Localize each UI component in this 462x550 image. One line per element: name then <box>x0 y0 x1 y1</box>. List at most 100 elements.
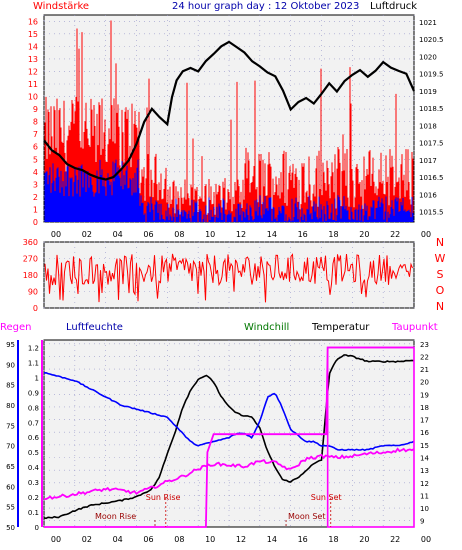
legend-temperatur: Temperatur <box>311 322 370 333</box>
temp-tick: 18 <box>420 404 429 412</box>
temp-tick: 17 <box>420 417 429 425</box>
windstaerke-tick: 11 <box>28 80 38 89</box>
rain-tick: 0.9 <box>28 389 39 397</box>
humidity-tick: 70 <box>6 443 15 451</box>
luftdruck-tick: 1021 <box>419 19 437 27</box>
winddir-tick: 180 <box>23 271 38 280</box>
windstaerke-tick: 4 <box>33 168 38 177</box>
panel1-x-tick: 22 <box>390 230 400 239</box>
humidity-tick: 95 <box>6 341 15 349</box>
panel3-x-tick: 00 <box>51 535 61 544</box>
sun-set-label: Sun Set <box>311 493 342 502</box>
temp-tick: 14 <box>420 455 429 463</box>
winddir-letter: N <box>436 236 444 249</box>
temp-tick: 23 <box>420 341 429 349</box>
temp-tick: 16 <box>420 429 429 437</box>
luftdruck-tick: 1016 <box>419 191 437 199</box>
luftdruck-tick: 1020.5 <box>419 36 444 44</box>
windstaerke-tick: 5 <box>33 155 38 164</box>
humidity-tick: 65 <box>6 463 15 471</box>
panel3-x-tick: 12 <box>236 535 246 544</box>
panel1-x-tick: 00 <box>51 230 61 239</box>
winddir-letter: O <box>436 284 445 297</box>
panel3-x-tick: 02 <box>82 535 92 544</box>
panel1-x-tick: 04 <box>113 230 123 239</box>
winddir-line <box>44 253 413 303</box>
panel3-x-tick: 14 <box>267 535 277 544</box>
panel1-x-tick: 06 <box>143 230 153 239</box>
panel1-x-tick: 10 <box>205 230 215 239</box>
winddir-tick: 0 <box>33 304 38 313</box>
rain-tick: 0.3 <box>28 479 39 487</box>
luftdruck-tick: 1016.5 <box>419 174 444 182</box>
luftdruck-line <box>43 40 416 181</box>
panel3-x-tick: 08 <box>174 535 184 544</box>
winddir-tick: 90 <box>28 288 38 297</box>
windstaerke-tick: 8 <box>33 118 38 127</box>
windstaerke-tick: 6 <box>33 143 38 152</box>
panel3-x-tick: 22 <box>390 535 400 544</box>
legend-windchill: Windchill <box>244 322 289 333</box>
header-title: 24 hour graph day : 12 Oktober 2023 <box>172 1 359 12</box>
temp-tick: 11 <box>420 492 429 500</box>
rain-tick: 0 <box>35 524 39 532</box>
humidity-tick: 60 <box>6 483 15 491</box>
panel1-x-tick: 16 <box>298 230 308 239</box>
winddir-letter: S <box>437 268 444 281</box>
windstaerke-tick: 10 <box>28 93 38 102</box>
windstaerke-tick: 14 <box>28 42 38 51</box>
humidity-tick: 90 <box>6 361 15 369</box>
winddir-letter: W <box>435 252 446 265</box>
panel1-x-tick: 18 <box>328 230 338 239</box>
luftdruck-tick: 1018 <box>419 122 437 130</box>
windstaerke-tick: 3 <box>33 180 38 189</box>
windstaerke-tick: 15 <box>28 30 38 39</box>
windstaerke-tick: 13 <box>28 55 38 64</box>
temp-tick: 10 <box>420 505 429 513</box>
windstaerke-tick: 9 <box>33 105 38 114</box>
luftfeuchte-line <box>43 371 415 452</box>
temperatur-line <box>43 354 415 520</box>
legend-taupunkt: Taupunkt <box>391 322 438 333</box>
regen-box <box>326 346 415 528</box>
sun-rise-label: Sun Rise <box>146 493 181 502</box>
luftdruck-tick: 1017 <box>419 157 437 165</box>
taupunkt-line <box>43 447 415 501</box>
panel3-x-tick: 04 <box>113 535 123 544</box>
rain-tick: 0.7 <box>28 419 39 427</box>
temp-tick: 15 <box>420 442 429 450</box>
humidity-tick: 50 <box>6 524 15 532</box>
rain-tick: 0.5 <box>28 449 39 457</box>
wind-avg-bars <box>44 159 414 222</box>
rain-tick: 0.4 <box>28 464 40 472</box>
rain-tick: 1.2 <box>28 344 39 352</box>
header-windstaerke: Windstärke <box>33 1 89 12</box>
panel1-x-tick: 14 <box>267 230 277 239</box>
panel1-x-tick: 08 <box>174 230 184 239</box>
panel1-x-tick: 02 <box>82 230 92 239</box>
panel1-x-tick: 00 <box>421 230 431 239</box>
humidity-tick: 80 <box>6 402 15 410</box>
humidity-tick: 75 <box>6 422 15 430</box>
windstaerke-tick: 2 <box>33 193 38 202</box>
panel3-x-tick: 06 <box>143 535 153 544</box>
luftdruck-tick: 1015.5 <box>419 209 444 217</box>
windstaerke-tick: 7 <box>33 130 38 139</box>
moon-set-label: Moon Set <box>288 512 325 521</box>
panel1-x-tick: 20 <box>359 230 369 239</box>
windstaerke-tick: 1 <box>33 205 38 214</box>
legend-regen: Regen <box>0 322 32 333</box>
temp-tick: 22 <box>420 353 429 361</box>
luftdruck-tick: 1018.5 <box>419 105 444 113</box>
temp-tick: 20 <box>420 379 429 387</box>
panel3-x-tick: 10 <box>205 535 215 544</box>
temp-tick: 13 <box>420 467 429 475</box>
panel3-x-tick: 18 <box>328 535 338 544</box>
legend-luftfeuchte: Luftfeuchte <box>66 322 123 333</box>
moon-rise-label: Moon Rise <box>95 512 136 521</box>
luftdruck-tick: 1020 <box>419 53 437 61</box>
windstaerke-tick: 0 <box>33 218 38 227</box>
temp-tick: 21 <box>420 366 429 374</box>
